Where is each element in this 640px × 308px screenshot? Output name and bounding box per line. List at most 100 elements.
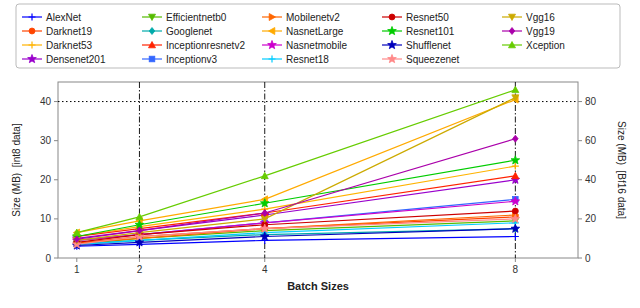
plot-frame — [58, 82, 578, 258]
point — [512, 208, 518, 214]
point — [512, 233, 519, 240]
legend-item: Googlenet — [142, 26, 212, 37]
y-tick — [54, 258, 58, 259]
point — [511, 224, 520, 232]
legend-marker — [149, 56, 155, 62]
legend-marker — [509, 42, 516, 48]
series — [73, 86, 519, 235]
x-tick-label: 8 — [513, 264, 519, 275]
legend-marker — [509, 28, 515, 35]
y-tick — [54, 218, 58, 219]
legend-marker — [389, 14, 395, 20]
legend-marker — [29, 28, 35, 34]
legend-label: Resnet18 — [286, 54, 329, 65]
legend-label: Inceptionresnetv2 — [166, 40, 245, 51]
legend-item: Efficientnetb0 — [142, 12, 227, 23]
series-line — [77, 229, 516, 246]
point — [262, 210, 268, 217]
series — [72, 175, 519, 242]
legend-item: Inceptionv3 — [142, 54, 218, 65]
y2-tick — [578, 140, 582, 141]
y2-axis-label: Size (MB) [Bf16 data] — [616, 121, 627, 219]
legend-item: NasnetLarge — [262, 26, 344, 37]
point — [513, 135, 519, 142]
legend-label: Vgg16 — [526, 12, 555, 23]
legend-label: Inceptionv3 — [166, 54, 218, 65]
point — [512, 95, 519, 101]
legend-item: Resnet101 — [382, 26, 455, 37]
legend-marker — [269, 28, 275, 35]
x-axis-label: Batch Sizes — [287, 280, 349, 292]
point — [136, 213, 143, 219]
y-axis-label: Size (MB) [int8 data] — [11, 123, 22, 217]
x-tick-label: 2 — [137, 264, 143, 275]
legend-marker — [269, 14, 275, 21]
legend-label: Resnet50 — [406, 12, 449, 23]
point — [260, 224, 269, 232]
legend-label: Googlenet — [166, 26, 212, 37]
point — [512, 86, 519, 92]
legend-marker — [149, 42, 156, 48]
y2-tick — [578, 258, 582, 259]
series-line — [77, 201, 516, 240]
legend-item: Inceptionresnetv2 — [142, 40, 245, 51]
series-line — [77, 100, 516, 233]
legend-marker — [149, 28, 155, 35]
y-tick — [54, 179, 58, 180]
legend-marker — [29, 42, 36, 49]
reference-hline — [58, 101, 578, 102]
legend-label: Resnet101 — [406, 26, 455, 37]
legend-label: NasnetLarge — [286, 26, 344, 37]
legend-item: Mobilenetv2 — [262, 12, 340, 23]
point — [261, 172, 268, 178]
point — [511, 214, 520, 222]
legend-marker — [28, 54, 37, 62]
series — [74, 225, 518, 248]
y-tick-label: 30 — [40, 135, 52, 146]
series-line — [77, 139, 516, 240]
point — [73, 229, 80, 235]
legend-label: Efficientnetb0 — [166, 12, 227, 23]
legend-item: Squeezenet — [382, 54, 460, 65]
legend-frame — [16, 4, 620, 68]
series — [73, 163, 519, 240]
point — [137, 227, 143, 234]
y2-tick-label: 40 — [585, 174, 597, 185]
legend-item: AlexNet — [22, 12, 81, 23]
y-tick-label: 40 — [40, 96, 52, 107]
axes: 1248010203040020406080 — [40, 96, 597, 275]
x-tick — [139, 258, 140, 262]
legend-label: Densenet201 — [46, 54, 106, 65]
point — [260, 232, 269, 240]
series — [72, 214, 519, 248]
legend-marker — [388, 54, 397, 62]
series-line — [77, 98, 516, 241]
y2-tick-label: 20 — [585, 213, 597, 224]
legend: AlexNet Darknet19 Darknet53 Densenet201 Effi… — [16, 4, 620, 68]
legend-item: Resnet50 — [382, 12, 449, 23]
legend-marker — [149, 14, 156, 20]
y-tick-label: 10 — [40, 213, 52, 224]
legend-item: Darknet19 — [22, 26, 93, 37]
legend-item: Densenet201 — [22, 54, 106, 65]
point — [73, 229, 79, 236]
x-tick — [515, 258, 516, 262]
series-line — [77, 160, 516, 236]
legend-item: Darknet53 — [22, 40, 93, 51]
series — [74, 211, 519, 246]
x-tick-label: 4 — [262, 264, 268, 275]
point — [261, 210, 268, 216]
legend-marker — [509, 14, 516, 20]
series — [73, 95, 519, 244]
legend-marker — [269, 56, 276, 63]
legend-item: Vgg16 — [502, 12, 555, 23]
point — [512, 172, 519, 178]
series-line — [77, 219, 516, 244]
legend-label: Darknet53 — [46, 40, 93, 51]
point — [260, 199, 269, 207]
legend-label: Shufflenet — [406, 40, 451, 51]
legend-item: Xception — [502, 40, 565, 51]
series — [74, 208, 519, 245]
y2-tick-label: 60 — [585, 135, 597, 146]
legend-label: Nasnetmobile — [286, 40, 348, 51]
